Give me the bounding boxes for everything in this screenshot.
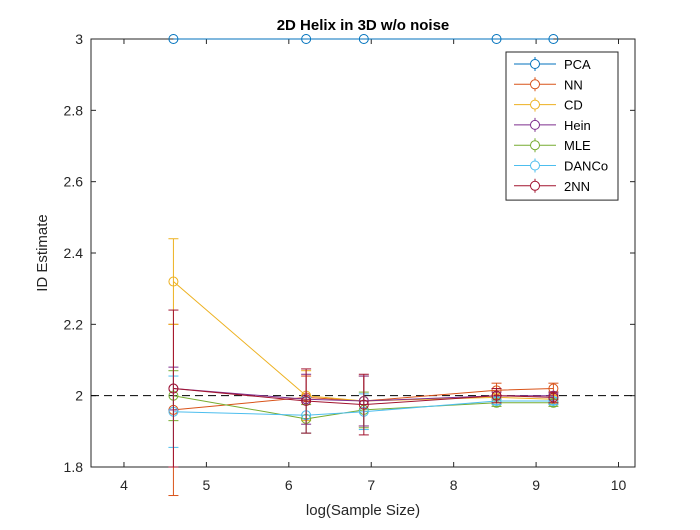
legend-label: DANCo [564, 159, 608, 174]
legend: PCA NN CD Hein MLE DANCo 2NN [505, 51, 619, 201]
x-tick-label: 9 [532, 477, 540, 493]
legend-label: NN [564, 77, 583, 92]
legend-marker [530, 119, 540, 130]
x-tick-label: 7 [367, 477, 375, 493]
data-point [168, 34, 179, 44]
data-point [168, 276, 179, 287]
y-tick-label: 1.8 [64, 459, 84, 475]
x-tick-label: 5 [202, 477, 210, 493]
data-point [358, 34, 369, 44]
legend-label: PCA [564, 57, 591, 72]
legend-label: Hein [564, 118, 591, 133]
y-tick-label: 2 [75, 388, 83, 404]
y-tick-label: 2.8 [64, 102, 84, 118]
legend-item-mle: MLE [514, 138, 591, 153]
data-point [301, 396, 312, 407]
y-tick-label: 2.4 [64, 245, 84, 261]
legend-marker [530, 59, 540, 69]
legend-item-pca: PCA [514, 57, 591, 72]
x-tick-label: 8 [450, 477, 458, 493]
series-pca [168, 34, 559, 44]
legend-marker [530, 160, 540, 171]
data-point [548, 392, 559, 403]
chart-title: 2D Helix in 3D w/o noise [277, 17, 450, 34]
legend-marker [530, 180, 540, 191]
data-point [548, 34, 559, 44]
legend-item-hein: Hein [514, 118, 591, 133]
y-tick-label: 2.6 [64, 174, 84, 190]
legend-marker [530, 79, 540, 90]
legend-label: CD [564, 98, 583, 113]
legend-marker [530, 140, 540, 151]
data-point [301, 34, 312, 44]
data-point [358, 399, 369, 410]
legend-label: MLE [564, 138, 591, 153]
legend-marker [530, 99, 540, 110]
legend-item-2nn: 2NN [514, 178, 590, 194]
legend-item-cd: CD [514, 97, 583, 113]
data-point [491, 34, 502, 44]
data-point [168, 383, 179, 394]
y-tick-label: 2.2 [64, 316, 84, 332]
legend-item-danco: DANCo [514, 158, 608, 174]
legend-item-nn: NN [514, 77, 583, 92]
y-axis-label: ID Estimate [34, 214, 51, 292]
x-axis-label: log(Sample Size) [306, 502, 420, 519]
series-2nn [168, 309, 559, 468]
y-tick-label: 3 [75, 31, 83, 47]
legend-box [505, 51, 619, 201]
x-tick-label: 10 [611, 477, 627, 493]
data-point [491, 390, 502, 401]
x-tick-label: 6 [285, 477, 293, 493]
x-tick-label: 4 [120, 477, 128, 493]
legend-label: 2NN [564, 179, 590, 194]
